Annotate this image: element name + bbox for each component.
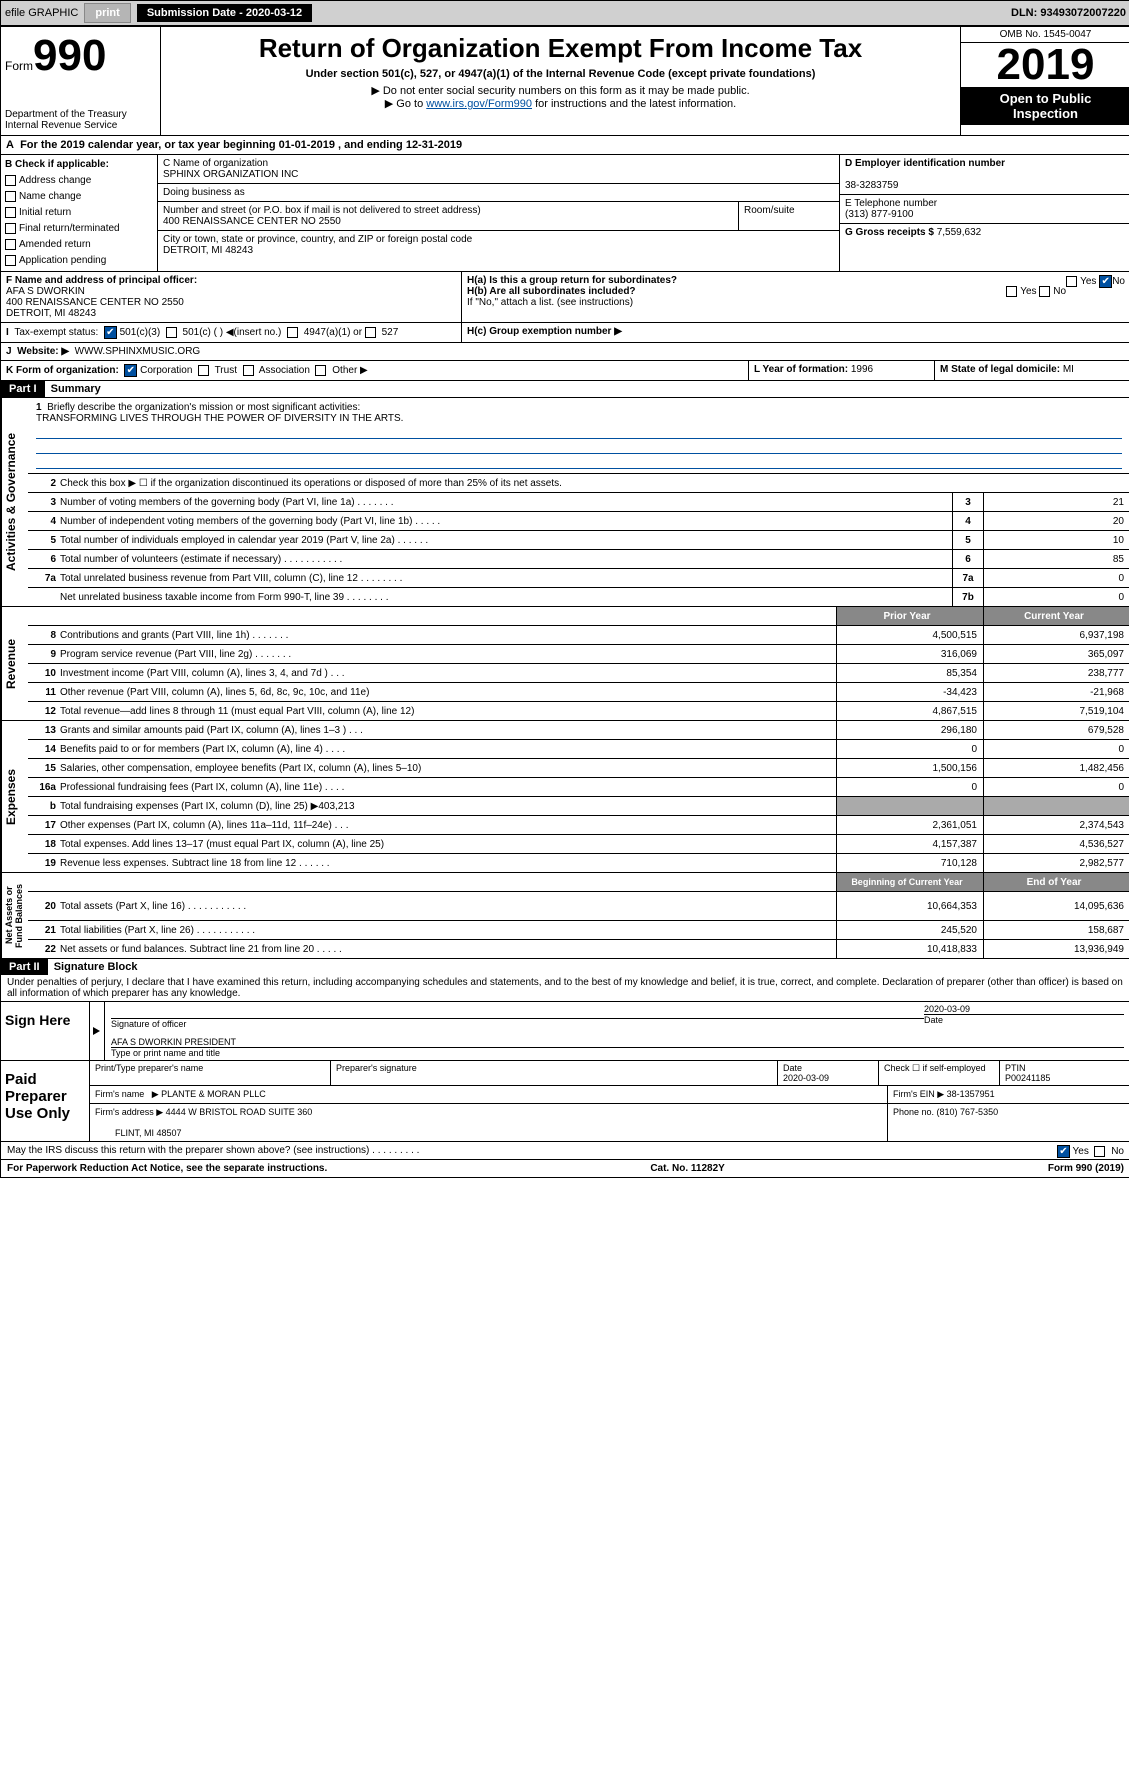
c-label: C Name of organization — [163, 158, 268, 169]
hc-label: H(c) Group exemption number ▶ — [467, 326, 622, 337]
section-governance: Activities & Governance — [1, 398, 28, 606]
dln: DLN: 93493072007220 — [1011, 7, 1126, 19]
form-header: Form990 Department of the TreasuryIntern… — [1, 27, 1129, 135]
form-990-page: efile GRAPHIC print Submission Date - 20… — [0, 0, 1129, 1178]
efile-label: efile GRAPHIC — [5, 7, 78, 19]
section-b: B Check if applicable: Address change Na… — [1, 155, 158, 271]
mission-text: TRANSFORMING LIVES THROUGH THE POWER OF … — [36, 413, 403, 424]
section-bcd: B Check if applicable: Address change Na… — [1, 154, 1129, 271]
sign-here: Sign Here — [1, 1002, 89, 1060]
dept-treasury: Department of the TreasuryInternal Reven… — [5, 109, 156, 131]
org-name: SPHINX ORGANIZATION INC — [163, 169, 298, 180]
irs-link[interactable]: www.irs.gov/Form990 — [426, 98, 532, 110]
phone-value: (313) 877-9100 — [845, 209, 913, 220]
ptin: P00241185 — [1005, 1073, 1050, 1083]
sig-date: 2020-03-09 — [924, 1004, 970, 1014]
form-title: Return of Organization Exempt From Incom… — [165, 33, 956, 64]
website: WWW.SPHINXMUSIC.ORG — [75, 346, 201, 357]
ein-value: 38-3283759 — [845, 180, 898, 191]
voting-members: 21 — [983, 493, 1129, 511]
gross-value: 7,559,632 — [937, 227, 982, 238]
preparer-phone: Phone no. (810) 767-5350 — [888, 1104, 1129, 1141]
ein-label: D Employer identification number — [845, 158, 1005, 169]
page-footer: For Paperwork Reduction Act Notice, see … — [1, 1159, 1129, 1177]
top-bar: efile GRAPHIC print Submission Date - 20… — [1, 1, 1129, 27]
phone-label: E Telephone number — [845, 198, 937, 209]
year-formed: 1996 — [851, 364, 873, 375]
submission-date: Submission Date - 2020-03-12 — [137, 4, 312, 22]
open-inspection: Open to PublicInspection — [961, 87, 1129, 125]
hb-label: H(b) Are all subordinates included? — [467, 286, 636, 297]
section-expenses: Expenses — [1, 721, 28, 872]
b-header: B Check if applicable: — [5, 159, 109, 170]
street-address: 400 RENAISSANCE CENTER NO 2550 — [163, 216, 341, 227]
form-number: Form990 — [5, 31, 156, 81]
part1-title: Part I — [1, 381, 45, 397]
perjury-declaration: Under penalties of perjury, I declare th… — [1, 975, 1129, 1001]
arrow-icon — [93, 1027, 100, 1035]
paid-preparer: Paid Preparer Use Only — [1, 1061, 89, 1141]
city-state-zip: DETROIT, MI 48243 — [163, 245, 253, 256]
hb-note: If "No," attach a list. (see instruction… — [467, 297, 1125, 308]
dba-label: Doing business as — [163, 187, 245, 198]
f-label: F Name and address of principal officer: — [6, 275, 197, 286]
part2-title: Part II — [1, 959, 48, 975]
room-suite: Room/suite — [739, 202, 839, 230]
firm-name: ▶ PLANTE & MORAN PLLC — [152, 1089, 266, 1099]
tax-year: 2019 — [961, 43, 1129, 87]
ha-label: H(a) Is this a group return for subordin… — [467, 275, 677, 286]
firm-ein: Firm's EIN ▶ 38-1357951 — [888, 1086, 1129, 1103]
state-domicile: MI — [1063, 364, 1074, 375]
ssn-note: ▶ Do not enter social security numbers o… — [165, 84, 956, 97]
goto-note: ▶ Go to www.irs.gov/Form990 for instruct… — [165, 97, 956, 110]
officer-sig-name: AFA S DWORKIN PRESIDENT — [111, 1037, 236, 1047]
officer-name: AFA S DWORKIN — [6, 286, 85, 297]
gross-label: G Gross receipts $ — [845, 227, 937, 238]
print-button[interactable]: print — [84, 3, 130, 23]
form-subtitle: Under section 501(c), 527, or 4947(a)(1)… — [165, 68, 956, 80]
section-net-assets: Net Assets or Fund Balances — [1, 873, 28, 958]
line-a: A For the 2019 calendar year, or tax yea… — [1, 135, 1129, 154]
section-revenue: Revenue — [1, 607, 28, 720]
